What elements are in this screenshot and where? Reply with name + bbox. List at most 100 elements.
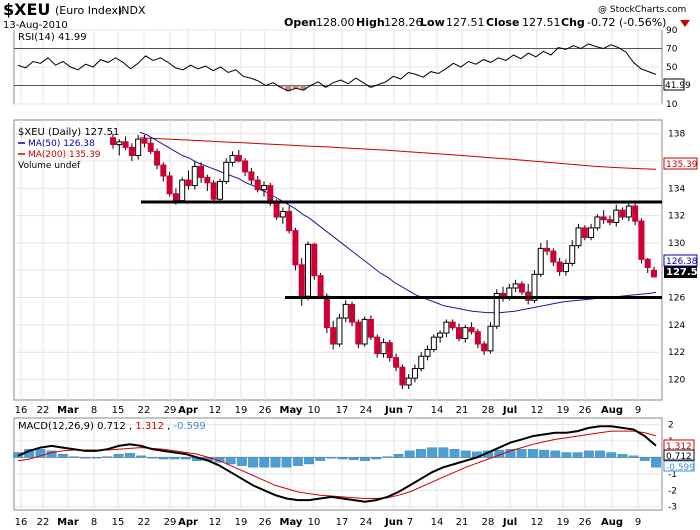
- candle-body: [298, 264, 305, 297]
- macd-histogram: [13, 447, 661, 468]
- candle: [210, 180, 217, 202]
- x-tick-label: 29: [164, 405, 177, 416]
- price-tick-label: 130: [668, 239, 685, 249]
- candle-body: [122, 141, 129, 148]
- candle-body: [632, 205, 639, 222]
- close-last-box: [664, 266, 697, 278]
- candle-body: [550, 250, 557, 263]
- candle: [323, 293, 330, 334]
- close-last-value: 127.51: [666, 267, 700, 278]
- macd-hist-bar: [595, 450, 605, 458]
- macd-label-signal: 1.312: [135, 421, 164, 432]
- candle: [393, 353, 400, 372]
- x-tick-label: Apr: [178, 517, 198, 528]
- candle: [242, 158, 249, 176]
- macd-hist-bar: [281, 457, 292, 468]
- candle-body: [512, 283, 519, 289]
- rsi-tick-label: 70: [666, 45, 678, 55]
- candle: [361, 316, 368, 347]
- chart-name: (Euro Index): [55, 4, 122, 17]
- candle: [330, 320, 337, 350]
- candle-body: [273, 202, 280, 218]
- candle-body: [537, 247, 544, 275]
- signal-path: [17, 430, 657, 499]
- open-value: 128.00: [316, 16, 355, 29]
- candle-body: [562, 262, 569, 273]
- candle: [248, 167, 255, 185]
- x-tick-label: 26: [579, 405, 592, 416]
- candle-body: [556, 261, 563, 273]
- macd-hist-bar: [35, 449, 46, 458]
- candle-body: [198, 165, 205, 178]
- legend-ma200: MA(200) 135.39: [28, 150, 101, 160]
- chg-value: -0.72 (-0.56%): [587, 16, 666, 29]
- x-tick-label: 22: [138, 517, 151, 528]
- x-tick-label: 9: [635, 405, 641, 416]
- candle-body: [443, 321, 450, 334]
- candle-body: [651, 269, 657, 278]
- macd-hist-bar: [270, 457, 281, 468]
- candle-body: [399, 366, 406, 386]
- candle: [437, 330, 444, 343]
- macd-hist-bar: [427, 447, 438, 458]
- legend-ma50: MA(50) 126.38: [28, 139, 95, 149]
- x-tick-label: Aug: [601, 517, 623, 528]
- candle-body: [424, 348, 431, 357]
- candle: [198, 162, 205, 183]
- macd-label-prefix: MACD(12,26,9): [18, 421, 94, 432]
- macd-hist-bar: [113, 453, 124, 458]
- x-tick-label: Jul: [502, 517, 517, 528]
- price-tick-label: 132: [668, 212, 685, 222]
- macd-hist-bar: [259, 457, 270, 468]
- x-tick-label: 26: [259, 405, 272, 416]
- candle-body: [260, 185, 267, 191]
- macd-hist-bar: [125, 453, 135, 458]
- price-tick-label: 126: [668, 294, 685, 304]
- rsi-label: RSI(14) 41.99: [18, 32, 87, 43]
- ma200-line: [139, 137, 657, 170]
- legend-main: $XEU (Daily) 127.51: [18, 127, 119, 138]
- macd-hist-bar: [248, 457, 258, 468]
- x-tick-label: 19: [235, 517, 248, 528]
- high-label: High: [356, 16, 385, 29]
- macd-tick-label: -3: [668, 503, 677, 513]
- x-tick-label: 22: [138, 405, 151, 416]
- macd-hist-bar: [136, 455, 147, 458]
- candle: [512, 279, 519, 293]
- price-tick-label: 138: [668, 130, 685, 140]
- macd-hist-bar: [147, 457, 158, 459]
- candle: [185, 170, 192, 190]
- macd-hist-bar: [404, 450, 415, 458]
- candle: [418, 352, 425, 372]
- candle-body: [116, 141, 123, 146]
- candle-body: [185, 179, 192, 187]
- macd-hist-bar: [583, 450, 594, 458]
- candle-body: [254, 179, 261, 191]
- macd-signal-line: [17, 430, 657, 499]
- candle-body: [374, 336, 381, 355]
- candle-body: [154, 150, 161, 166]
- x-tick-label: 26: [259, 517, 272, 528]
- candle: [135, 135, 142, 160]
- candle-body: [367, 318, 374, 338]
- candle: [141, 135, 148, 148]
- macd-hist-bar: [438, 447, 449, 458]
- candle: [462, 324, 469, 343]
- x-tick-label: 16: [15, 405, 28, 416]
- candle: [600, 210, 607, 224]
- close-label: Close: [486, 16, 519, 29]
- candle-body: [135, 138, 142, 157]
- macd-hist-bar: [360, 457, 370, 461]
- macd-hist-bar: [416, 449, 426, 458]
- candle-body: [235, 155, 242, 162]
- x-tick-label: 7: [407, 517, 413, 528]
- candle: [191, 160, 198, 190]
- candle-body: [349, 303, 356, 323]
- candle: [556, 257, 563, 276]
- ma200-last-box: [663, 157, 698, 170]
- x-tick-label: 22: [37, 405, 50, 416]
- candle: [380, 338, 387, 358]
- x-tick-label: 17: [336, 405, 349, 416]
- macd-tick-label: -2: [668, 486, 677, 496]
- x-tick-label: Aug: [601, 405, 623, 416]
